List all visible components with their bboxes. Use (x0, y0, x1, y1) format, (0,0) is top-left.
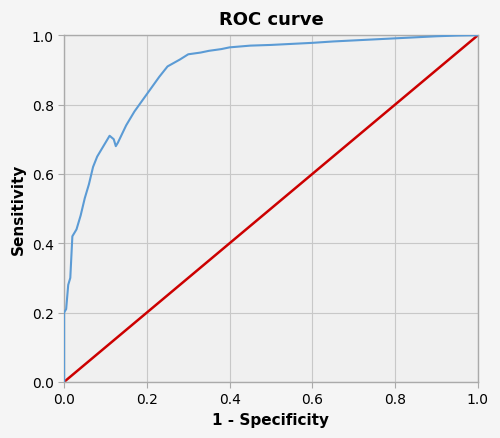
Title: ROC curve: ROC curve (218, 11, 324, 29)
X-axis label: 1 - Specificity: 1 - Specificity (212, 412, 330, 427)
Y-axis label: Sensitivity: Sensitivity (11, 163, 26, 254)
